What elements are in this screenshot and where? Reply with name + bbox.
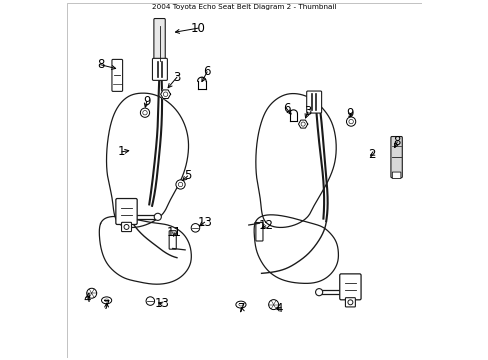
Polygon shape: [99, 216, 191, 284]
Text: 6: 6: [203, 65, 210, 78]
Ellipse shape: [235, 301, 245, 308]
Circle shape: [348, 120, 353, 124]
Text: 9: 9: [346, 107, 353, 120]
Ellipse shape: [104, 299, 108, 302]
FancyBboxPatch shape: [116, 198, 137, 225]
FancyBboxPatch shape: [345, 298, 355, 307]
Text: 2: 2: [367, 148, 375, 161]
Circle shape: [268, 300, 278, 310]
Text: 4: 4: [275, 302, 283, 315]
Ellipse shape: [238, 303, 243, 306]
Text: 8: 8: [97, 58, 104, 71]
FancyBboxPatch shape: [339, 274, 360, 300]
Text: 4: 4: [83, 292, 91, 305]
FancyBboxPatch shape: [255, 222, 263, 241]
Polygon shape: [160, 90, 170, 99]
FancyBboxPatch shape: [390, 136, 402, 178]
Polygon shape: [106, 93, 188, 228]
Text: 12: 12: [258, 219, 273, 232]
FancyBboxPatch shape: [112, 59, 122, 91]
Text: 10: 10: [190, 22, 205, 35]
Text: 7: 7: [102, 299, 110, 312]
Polygon shape: [254, 215, 338, 283]
Text: 9: 9: [142, 95, 150, 108]
Text: 5: 5: [183, 170, 191, 183]
Text: 6: 6: [282, 102, 289, 115]
Ellipse shape: [102, 297, 111, 304]
FancyBboxPatch shape: [152, 58, 167, 80]
Polygon shape: [255, 94, 336, 228]
Text: 3: 3: [304, 105, 311, 118]
Text: 13: 13: [154, 297, 169, 310]
Circle shape: [140, 108, 149, 117]
Text: 3: 3: [173, 71, 180, 84]
Text: 7: 7: [238, 302, 245, 315]
Circle shape: [163, 92, 167, 96]
FancyBboxPatch shape: [306, 91, 321, 113]
Circle shape: [146, 297, 154, 305]
FancyBboxPatch shape: [169, 231, 176, 249]
Text: 1: 1: [118, 145, 125, 158]
Circle shape: [124, 225, 129, 229]
Polygon shape: [298, 120, 307, 128]
FancyBboxPatch shape: [122, 222, 131, 231]
Circle shape: [315, 289, 322, 296]
Circle shape: [347, 300, 352, 305]
Circle shape: [154, 213, 161, 220]
FancyBboxPatch shape: [391, 172, 400, 179]
Circle shape: [176, 180, 185, 189]
Text: 2004 Toyota Echo Seat Belt Diagram 2 - Thumbnail: 2004 Toyota Echo Seat Belt Diagram 2 - T…: [152, 4, 336, 10]
Text: 8: 8: [393, 135, 400, 148]
Text: 11: 11: [166, 226, 182, 239]
Circle shape: [301, 122, 305, 126]
Circle shape: [191, 224, 199, 232]
Circle shape: [178, 182, 183, 187]
Circle shape: [86, 288, 97, 298]
Text: 13: 13: [197, 216, 212, 229]
Circle shape: [346, 117, 355, 126]
FancyBboxPatch shape: [154, 18, 165, 69]
Circle shape: [142, 111, 147, 115]
